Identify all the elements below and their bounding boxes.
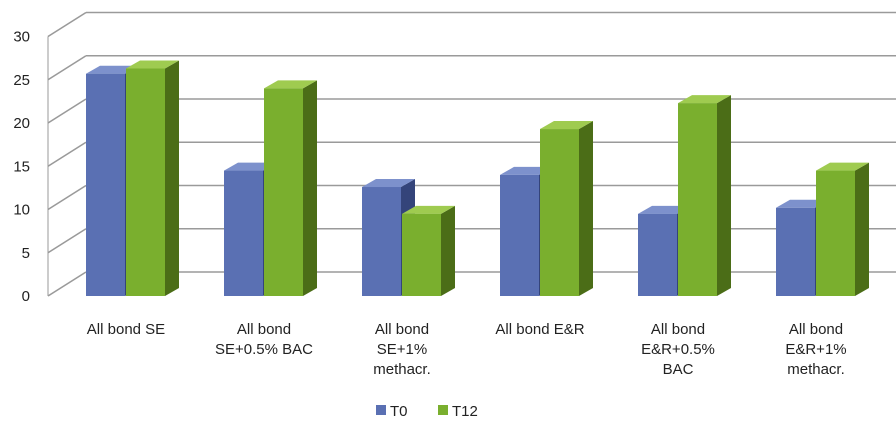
y-tick-label: 25	[13, 72, 30, 89]
bar-t12-top	[816, 162, 869, 171]
gridline-diagonal	[47, 228, 87, 254]
gridline-diagonal	[47, 184, 87, 211]
bars	[86, 60, 869, 297]
bar-t12-front	[816, 170, 855, 296]
bar-t12-top	[540, 121, 593, 130]
bar-t12-front	[540, 129, 579, 296]
x-category-label: All bond E&R+1% methacr.	[785, 321, 846, 378]
x-category-label: All bond E&R+0.5% BAC	[641, 321, 715, 378]
bar-t12-side	[579, 121, 593, 297]
bar-t0-top	[776, 199, 829, 208]
y-tick-label: 0	[22, 288, 30, 305]
legend-label-t0: T0	[390, 403, 408, 420]
y-tick-label: 5	[22, 245, 30, 262]
x-category-label: All bond E&R	[495, 321, 584, 338]
bar-t0-front	[224, 170, 263, 296]
legend-swatch-t12	[438, 405, 448, 415]
bar-t12-top	[678, 95, 731, 104]
bar-t12-front	[264, 88, 303, 297]
bar-t12	[816, 162, 869, 296]
bar-t0-top	[500, 166, 553, 175]
bar-t0-front	[776, 207, 815, 296]
bar-t12-front	[402, 213, 441, 296]
bar-t12	[540, 121, 593, 297]
bar-t12-side	[165, 60, 179, 296]
legend: T0 T12	[376, 403, 478, 420]
gridline-diagonal	[47, 271, 87, 297]
bar-t0-front	[500, 174, 539, 296]
bar-t12-top	[264, 80, 317, 89]
x-axis-labels: All bond SE All bond SE+0.5% BAC All bond SE…	[87, 321, 847, 378]
bar-t12	[678, 95, 731, 296]
bar-t0-front	[638, 213, 677, 296]
legend-label-t12: T12	[452, 403, 478, 420]
y-tick-label: 20	[13, 115, 30, 132]
bar-t12-front	[678, 103, 717, 296]
y-tick-label: 10	[13, 202, 30, 219]
bar-t0-top	[86, 65, 139, 74]
bar-t12	[402, 205, 455, 296]
bar-t0-front	[362, 187, 401, 296]
gridline-diagonal	[47, 55, 87, 81]
y-tick-label: 30	[13, 29, 30, 46]
bar-t12-side	[717, 95, 731, 296]
gridline-diagonal	[47, 98, 87, 124]
legend-swatch-t0	[376, 405, 386, 415]
bar-t12-top	[126, 60, 179, 69]
bar-t0-top	[362, 179, 415, 188]
bar-t12-top	[402, 205, 455, 214]
bar-t12-side	[303, 80, 317, 297]
y-tick-label: 15	[13, 158, 30, 175]
gridline-diagonal	[47, 141, 87, 167]
y-axis-ticks: 0 5 10 15 20 25 30	[13, 29, 30, 306]
bar-t12-side	[441, 205, 455, 296]
bar-t0-front	[86, 73, 125, 296]
bar-t12	[126, 60, 179, 296]
x-category-label: All bond SE	[87, 321, 165, 338]
bar-t12-front	[126, 68, 165, 296]
gridline-diagonal	[47, 11, 87, 38]
bar-t12	[264, 80, 317, 297]
bar-t12-side	[855, 162, 869, 296]
bar-t0-top	[224, 162, 277, 171]
x-category-label: All bond SE+1% methacr.	[373, 321, 431, 378]
gridlines	[47, 11, 896, 297]
x-category-label: All bond SE+0.5% BAC	[215, 321, 313, 358]
bar-t0-top	[638, 205, 691, 214]
